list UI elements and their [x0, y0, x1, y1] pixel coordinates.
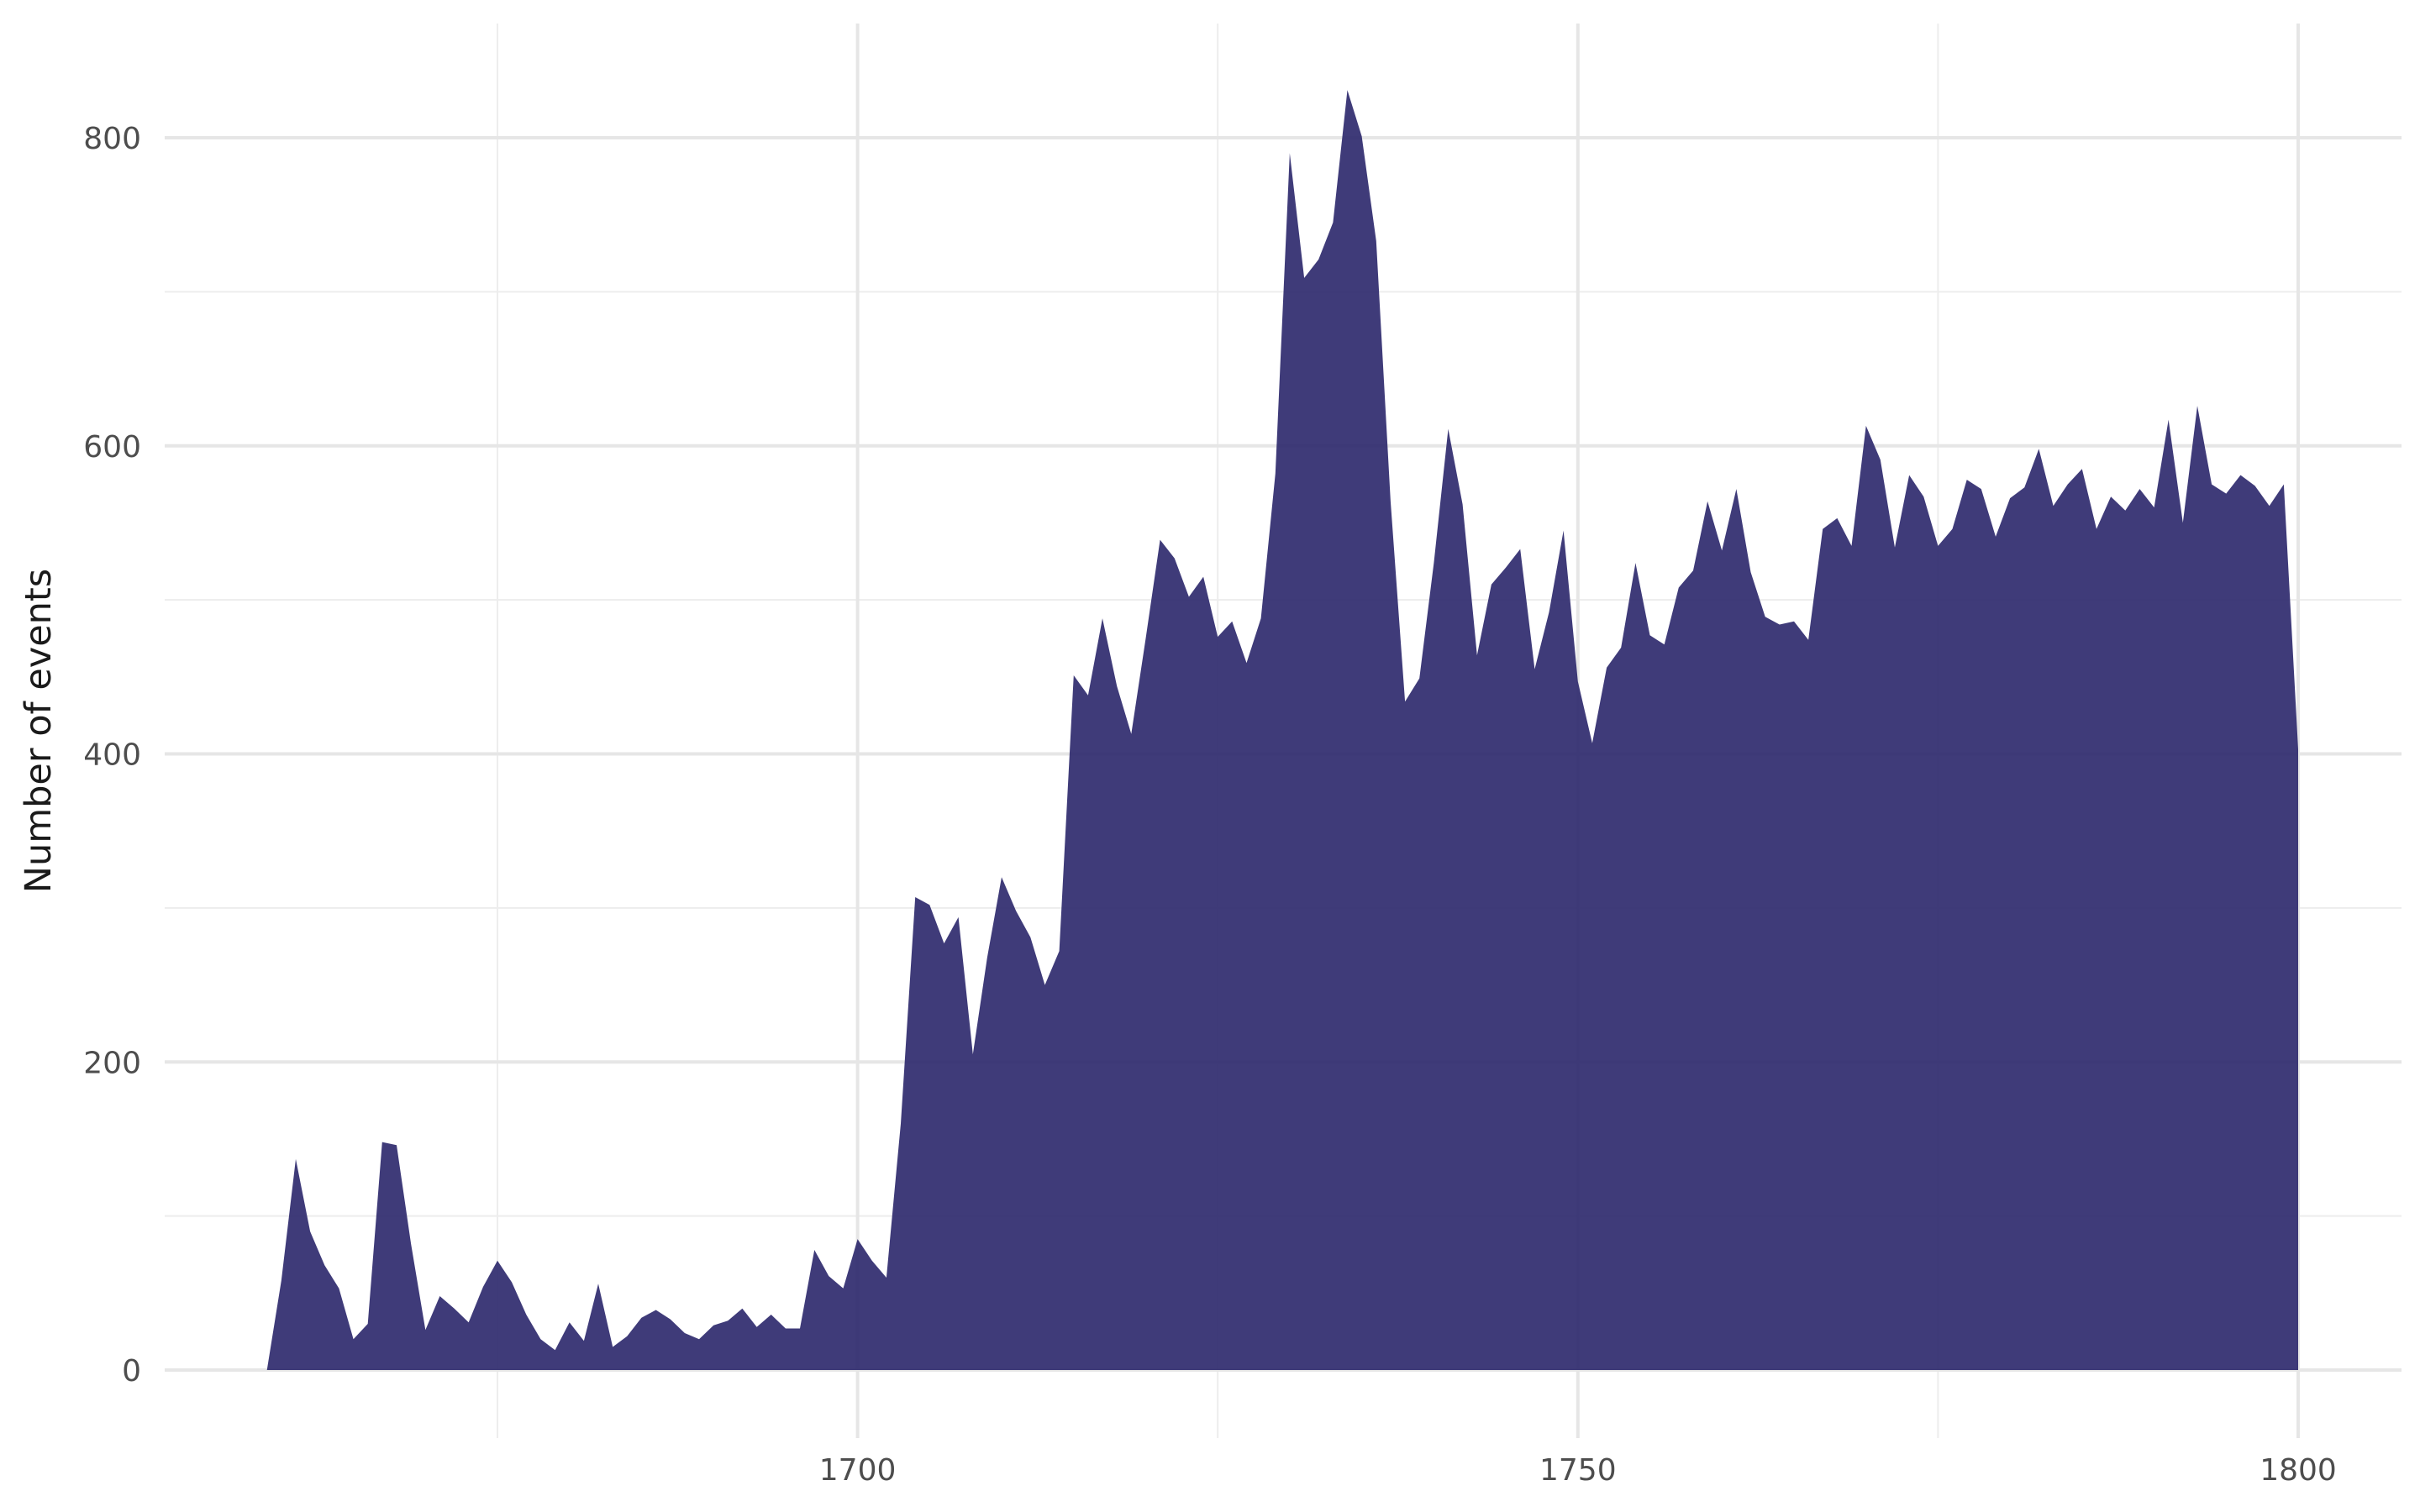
area-series-0	[266, 90, 2299, 1371]
y-tick-label-0: 0	[122, 1354, 141, 1389]
y-tick-label-800: 800	[83, 122, 141, 156]
y-axis-title: Number of events	[18, 569, 60, 893]
y-axis-tick-labels: 0 200 400 600 800	[83, 122, 141, 1389]
x-tick-label-1800: 1800	[2260, 1453, 2337, 1488]
area-series-layer	[266, 90, 2299, 1371]
y-tick-label-400: 400	[83, 738, 141, 773]
y-tick-label-600: 600	[83, 430, 141, 465]
x-tick-label-1700: 1700	[819, 1453, 897, 1488]
y-tick-label-200: 200	[83, 1046, 141, 1080]
x-axis-tick-labels: 1700 1750 1800	[819, 1453, 2337, 1488]
x-tick-label-1750: 1750	[1539, 1453, 1617, 1488]
